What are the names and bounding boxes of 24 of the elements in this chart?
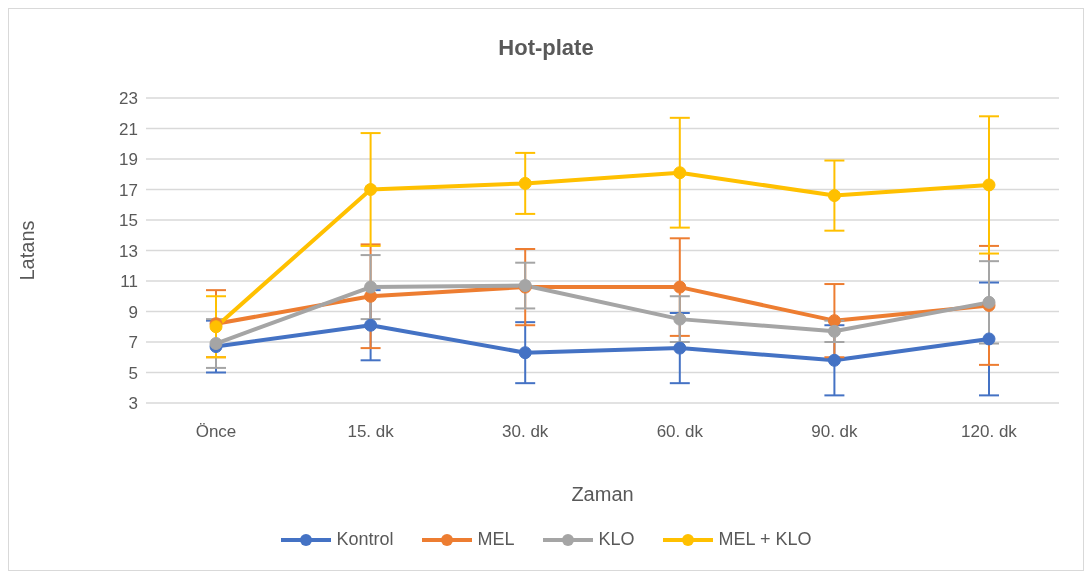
y-tick-label: 19 (119, 150, 138, 170)
x-tick-label: 120. dk (961, 422, 1018, 442)
chart-title: Hot-plate (497, 35, 595, 61)
y-tick-label: 15 (119, 211, 138, 231)
y-tick-label: 21 (119, 119, 138, 139)
legend-label: MEL (477, 529, 515, 550)
y-tick-label: 23 (119, 89, 138, 109)
y-axis-title: Latans (16, 220, 39, 281)
legend-label: MEL + KLO (718, 529, 812, 550)
legend-label: KLO (598, 529, 635, 550)
x-tick-label: 15. dk (347, 422, 395, 442)
y-tick-label: 13 (119, 241, 138, 261)
y-tick-label: 17 (119, 180, 138, 200)
y-tick-label: 5 (128, 363, 138, 383)
x-tick-label: 30. dk (502, 422, 549, 442)
x-tick-label: 90. dk (811, 422, 859, 442)
legend-label: Kontrol (336, 529, 394, 550)
y-tick-label: 11 (120, 272, 138, 292)
x-axis-title: Zaman (571, 483, 634, 505)
x-tick-label: 60. dk (656, 422, 704, 442)
x-tick-label: Önce (195, 422, 237, 442)
y-tick-label: 7 (128, 333, 138, 353)
y-tick-label: 3 (128, 394, 138, 414)
y-tick-label: 9 (128, 302, 138, 322)
